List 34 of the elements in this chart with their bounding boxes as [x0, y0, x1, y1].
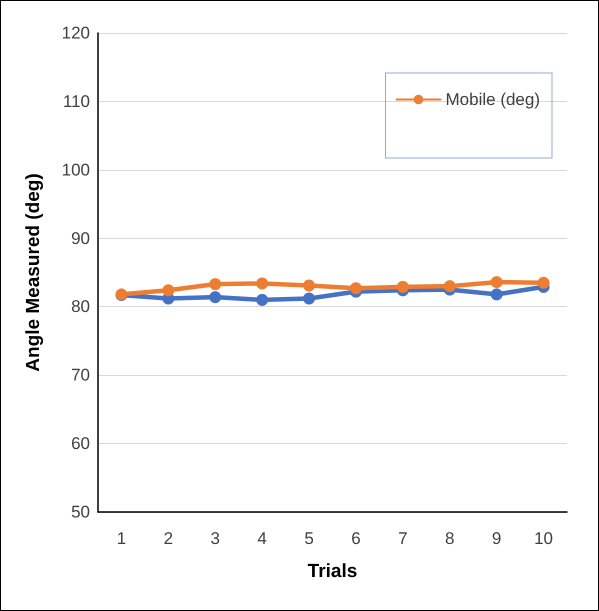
legend-label: Mobile (deg)	[446, 90, 540, 109]
point	[256, 294, 268, 306]
point	[162, 284, 174, 296]
x-axis-title: Trials	[308, 561, 358, 582]
y-tick-label: 60	[71, 434, 90, 454]
y-tick-label: 80	[71, 297, 90, 316]
y-tick-label: 110	[62, 92, 90, 111]
point	[538, 276, 550, 289]
point	[396, 280, 409, 293]
x-tick-label: 5	[304, 529, 314, 548]
point	[303, 280, 316, 292]
x-tick-label: 7	[398, 529, 408, 548]
x-tick-label: 3	[210, 529, 220, 548]
x-tick-label: 6	[351, 529, 361, 548]
y-tick-label: 70	[71, 366, 90, 385]
point	[444, 280, 456, 292]
x-tick-label: 8	[445, 529, 454, 548]
y-axis-title: Angle Measured (deg)	[23, 173, 44, 372]
x-tick-label: 1	[116, 529, 126, 548]
point	[209, 291, 222, 304]
x-tick-label: 10	[534, 529, 554, 548]
y-tick-label: 90	[71, 228, 90, 248]
point	[350, 282, 362, 294]
point	[303, 292, 316, 304]
x-tick-label: 4	[257, 529, 267, 548]
x-tick-label: 9	[492, 529, 502, 548]
point	[490, 276, 503, 288]
point	[209, 278, 222, 290]
y-tick-label: 120	[62, 24, 90, 42]
x-tick-label: 2	[164, 529, 174, 548]
point	[256, 277, 268, 290]
y-tick-label: 100	[62, 160, 90, 180]
point	[490, 288, 503, 300]
y-tick-label: 50	[71, 502, 90, 522]
